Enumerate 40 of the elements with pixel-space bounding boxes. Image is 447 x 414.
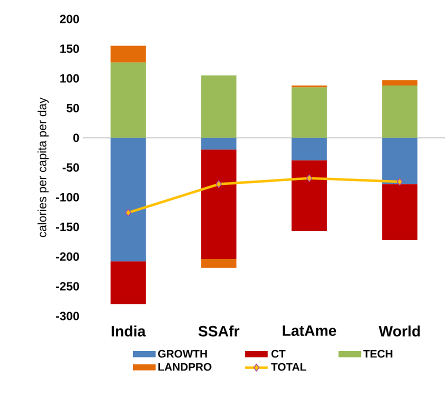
y-axis-title: calories per capita per day bbox=[38, 97, 49, 238]
y-tick-label: -300 bbox=[56, 312, 79, 320]
y-tick-label: -150 bbox=[56, 222, 79, 232]
point bbox=[216, 180, 222, 188]
bar bbox=[292, 87, 327, 138]
point bbox=[306, 174, 312, 182]
y-tick-label: 200 bbox=[60, 14, 79, 24]
x-tick-label: India bbox=[112, 326, 146, 336]
x-tick-label: SSAfr bbox=[198, 326, 240, 336]
x-tick-label: LatAme bbox=[282, 326, 336, 336]
bar bbox=[110, 62, 146, 138]
y-tick-label: 100 bbox=[60, 74, 79, 83]
y-tick-label: -100 bbox=[56, 192, 79, 202]
legend-label: TOTAL bbox=[271, 363, 306, 371]
point bbox=[396, 178, 403, 186]
bar bbox=[201, 75, 236, 138]
legend-label: TECH bbox=[363, 350, 392, 358]
legend-label: CT bbox=[271, 350, 286, 358]
bar bbox=[292, 138, 327, 160]
bar bbox=[382, 184, 418, 240]
y-tick-label: -250 bbox=[56, 282, 79, 291]
bar bbox=[110, 46, 146, 62]
bar bbox=[110, 261, 146, 304]
y-tick-label: 50 bbox=[66, 104, 79, 112]
y-tick-label: -200 bbox=[56, 252, 79, 261]
y-tick-label: 0 bbox=[73, 134, 79, 142]
bar bbox=[201, 138, 236, 150]
bar bbox=[201, 150, 236, 259]
y-tick-label: 150 bbox=[60, 44, 79, 53]
legend-label: GROWTH bbox=[158, 350, 207, 358]
legend-label: LANDPRO bbox=[158, 363, 212, 371]
bar bbox=[382, 86, 418, 138]
bar bbox=[382, 138, 418, 184]
bar bbox=[382, 80, 418, 86]
point bbox=[125, 208, 132, 217]
y-tick-label: -50 bbox=[62, 163, 79, 172]
bar bbox=[292, 160, 327, 232]
x-tick-label: World bbox=[378, 326, 420, 336]
bar bbox=[201, 258, 236, 268]
bar bbox=[110, 138, 146, 262]
